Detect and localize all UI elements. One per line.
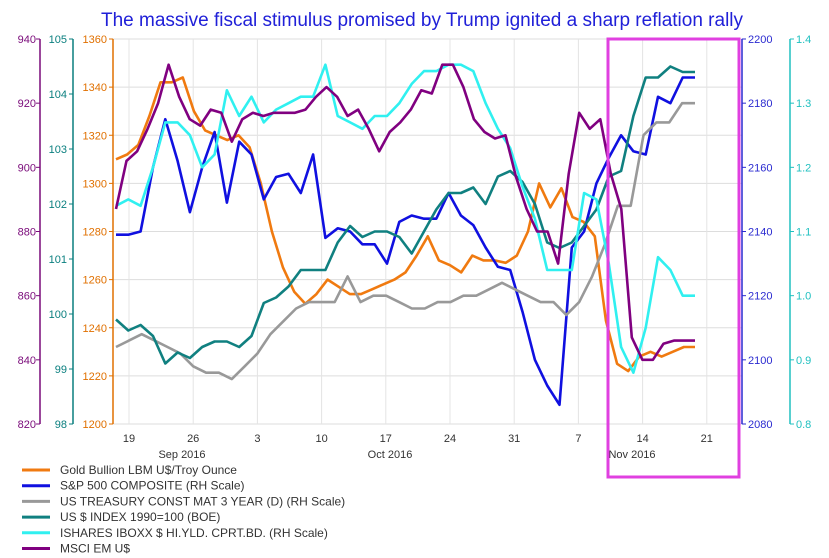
series-lines: [114, 63, 695, 407]
y-tick-label-usd: 104: [49, 89, 67, 101]
y-tick-label-bond: 1.0: [796, 291, 811, 303]
y-tick-label-gold: 1360: [83, 34, 107, 46]
y-tick-label-msci: 820: [18, 419, 36, 431]
x-tick-label: 3: [254, 433, 260, 445]
legend-label: MSCI EM U$: [60, 542, 130, 556]
y-tick-label-sp500: 2200: [748, 34, 772, 46]
y-tick-label-msci: 900: [18, 162, 36, 174]
y-tick-label-msci: 840: [18, 355, 36, 367]
y-tick-label-gold: 1260: [83, 275, 107, 287]
y-tick-label-usd: 102: [49, 199, 67, 211]
legend: Gold Bullion LBM U$/Troy Ounce S&P 500 CO…: [22, 463, 345, 556]
y-tick-label-gold: 1200: [83, 419, 107, 431]
legend-label: ISHARES IBOXX $ HI.YLD. CPRT.BD. (RH Sca…: [60, 526, 328, 540]
axes: 19 26 3 10 17 24 31 7 14 21 Sep 2016 Oct 2016 Nov 20…: [18, 34, 812, 461]
y-tick-label-bond: 1.1: [796, 227, 811, 239]
month-label: Sep 2016: [158, 449, 205, 461]
month-label: Nov 2016: [608, 449, 655, 461]
legend-label: Gold Bullion LBM U$/Troy Ounce: [60, 463, 237, 477]
y-tick-label-gold: 1220: [83, 371, 107, 383]
y-tick-label-bond: 1.4: [796, 34, 811, 46]
y-tick-label-sp500: 2080: [748, 419, 772, 431]
y-tick-label-gold: 1280: [83, 227, 107, 239]
y-tick-label-sp500: 2100: [748, 355, 772, 367]
month-label: Oct 2016: [368, 449, 413, 461]
y-tick-label-usd: 98: [55, 419, 67, 431]
y-tick-label-sp500: 2140: [748, 227, 772, 239]
series-line-5: [114, 63, 695, 362]
x-tick-label: 7: [575, 433, 581, 445]
y-tick-label-usd: 103: [49, 144, 67, 156]
y-tick-label-sp500: 2120: [748, 291, 772, 303]
y-tick-label-msci: 860: [18, 291, 36, 303]
y-tick-label-bond: 0.8: [796, 419, 811, 431]
y-tick-label-usd: 101: [49, 254, 67, 266]
y-tick-label-sp500: 2160: [748, 162, 772, 174]
series-line-2: [115, 101, 695, 381]
y-tick-label-usd: 100: [49, 309, 67, 321]
x-tick-label: 21: [701, 433, 713, 445]
series-line-1: [116, 76, 695, 407]
x-tick-label: 10: [315, 433, 327, 445]
x-tick-label: 14: [636, 433, 648, 445]
x-tick-label: 17: [380, 433, 392, 445]
chart-title: The massive fiscal stimulus promised by …: [101, 10, 744, 31]
legend-label: S&P 500 COMPOSITE (RH Scale): [60, 479, 245, 493]
x-tick-label: 24: [444, 433, 456, 445]
y-tick-label-gold: 1320: [83, 130, 107, 142]
series-line-0: [115, 76, 695, 373]
legend-label: US TREASURY CONST MAT 3 YEAR (D) (RH Sca…: [60, 494, 345, 508]
gridlines: [112, 38, 743, 425]
series-line-4: [115, 63, 695, 375]
x-tick-label: 26: [187, 433, 199, 445]
y-tick-label-msci: 880: [18, 227, 36, 239]
y-tick-label-msci: 920: [18, 98, 36, 110]
y-tick-label-bond: 0.9: [796, 355, 811, 367]
y-tick-label-msci: 940: [18, 34, 36, 46]
y-tick-label-usd: 105: [49, 34, 67, 46]
x-tick-label: 31: [508, 433, 520, 445]
y-tick-label-usd: 99: [55, 364, 67, 376]
y-tick-label-gold: 1340: [83, 82, 107, 94]
y-tick-label-sp500: 2180: [748, 98, 772, 110]
y-tick-label-gold: 1300: [83, 178, 107, 190]
y-tick-label-gold: 1240: [83, 323, 107, 335]
legend-label: US $ INDEX 1990=100 (BOE): [60, 510, 220, 524]
x-tick-label: 19: [123, 433, 135, 445]
y-tick-label-bond: 1.2: [796, 162, 811, 174]
highlight-box: [606, 37, 741, 479]
y-tick-label-bond: 1.3: [796, 98, 811, 110]
